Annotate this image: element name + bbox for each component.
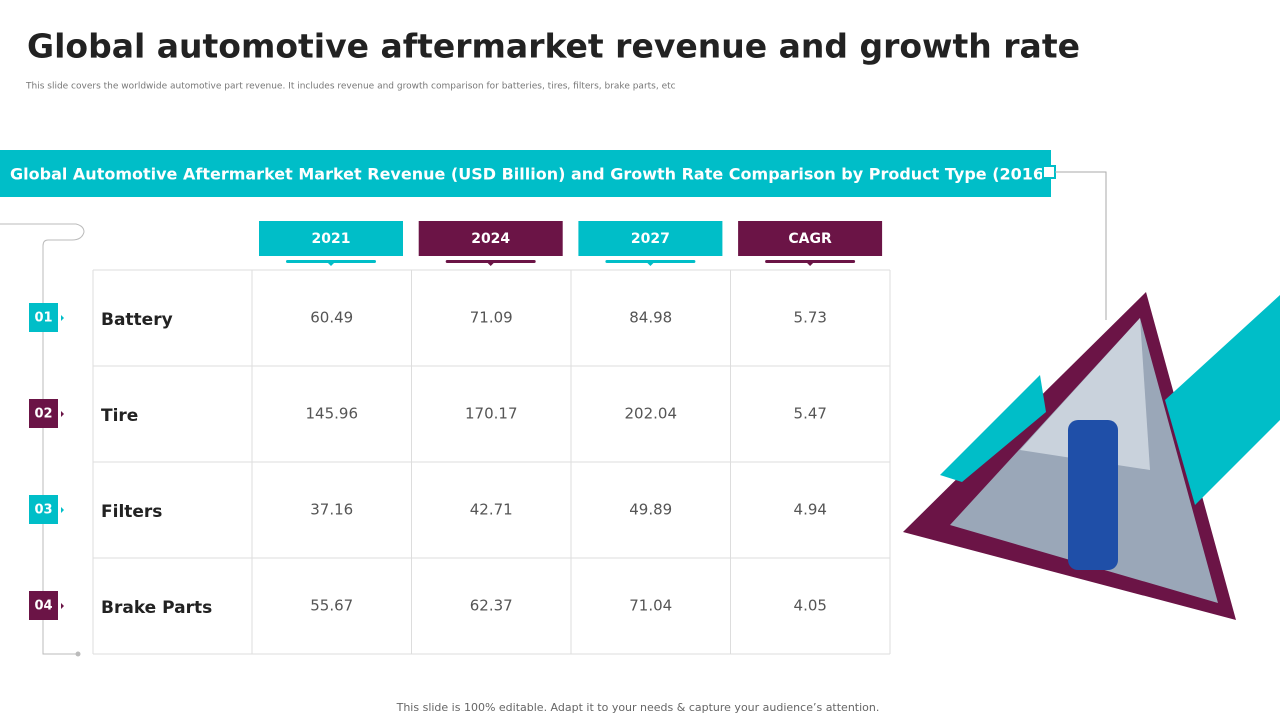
- connector-node: [1042, 165, 1056, 179]
- row-number: 04: [34, 599, 52, 614]
- cell-value: 62.37: [470, 597, 513, 615]
- column-header-text: 2027: [631, 231, 670, 247]
- cell-value: 202.04: [625, 405, 678, 423]
- image-figure: [1068, 420, 1118, 570]
- cell-value: 170.17: [465, 405, 518, 423]
- row-badge-arrow: [61, 411, 64, 417]
- accent-left: [940, 375, 1046, 482]
- header-pointer: [806, 262, 815, 266]
- cell-value: 60.49: [310, 309, 353, 327]
- banner: [0, 150, 1051, 197]
- footer: This slide is 100% editable. Adapt it to…: [396, 701, 880, 714]
- row-badge: [29, 495, 58, 524]
- cell-value: 5.47: [794, 405, 827, 423]
- row-badge: [29, 399, 58, 428]
- row-number: 02: [34, 407, 52, 422]
- header-pointer: [327, 262, 335, 266]
- column-header: [578, 221, 723, 256]
- header-underline: [765, 260, 856, 263]
- cell-value: 71.04: [629, 597, 672, 615]
- accent-right: [1165, 295, 1280, 505]
- row-badge-arrow: [61, 315, 64, 321]
- subtitle: This slide covers the worldwide automoti…: [25, 82, 676, 92]
- row-label: Filters: [101, 502, 162, 522]
- banner-text: Global Automotive Aftermarket Market Rev…: [10, 165, 1114, 184]
- header-underline: [445, 260, 536, 263]
- row-badge: [29, 591, 58, 620]
- header-pointer: [646, 262, 655, 266]
- cell-value: 49.89: [629, 501, 672, 519]
- row-label: Brake Parts: [101, 598, 212, 618]
- column-header: [738, 221, 883, 256]
- cell-value: 5.73: [794, 309, 827, 327]
- row-label: Battery: [101, 310, 173, 330]
- timeline: [0, 223, 85, 655]
- column-header: [259, 221, 403, 256]
- header-underline: [605, 260, 696, 263]
- cell-value: 145.96: [306, 405, 359, 423]
- column-header-text: 2021: [312, 231, 351, 247]
- column-header-text: 2024: [471, 231, 510, 247]
- title: Global automotive aftermarket revenue an…: [27, 27, 1080, 66]
- cell-value: 4.05: [794, 597, 827, 615]
- row-number: 03: [34, 503, 52, 518]
- cell-value: 71.09: [470, 309, 513, 327]
- column-header: [418, 221, 563, 256]
- cell-value: 37.16: [310, 501, 353, 519]
- connector-line: [1055, 171, 1107, 320]
- row-badge-arrow: [61, 603, 64, 609]
- row-number: 01: [34, 311, 52, 326]
- row-badge: [29, 303, 58, 332]
- header-pointer: [486, 262, 495, 266]
- cell-value: 84.98: [629, 309, 672, 327]
- row-label: Tire: [101, 406, 138, 426]
- header-underline: [286, 260, 376, 263]
- cell-value: 4.94: [794, 501, 827, 519]
- cell-value: 42.71: [470, 501, 513, 519]
- row-badge-arrow: [61, 507, 64, 513]
- timeline-dot: [75, 651, 81, 657]
- column-header-text: CAGR: [788, 231, 832, 247]
- cell-value: 55.67: [310, 597, 353, 615]
